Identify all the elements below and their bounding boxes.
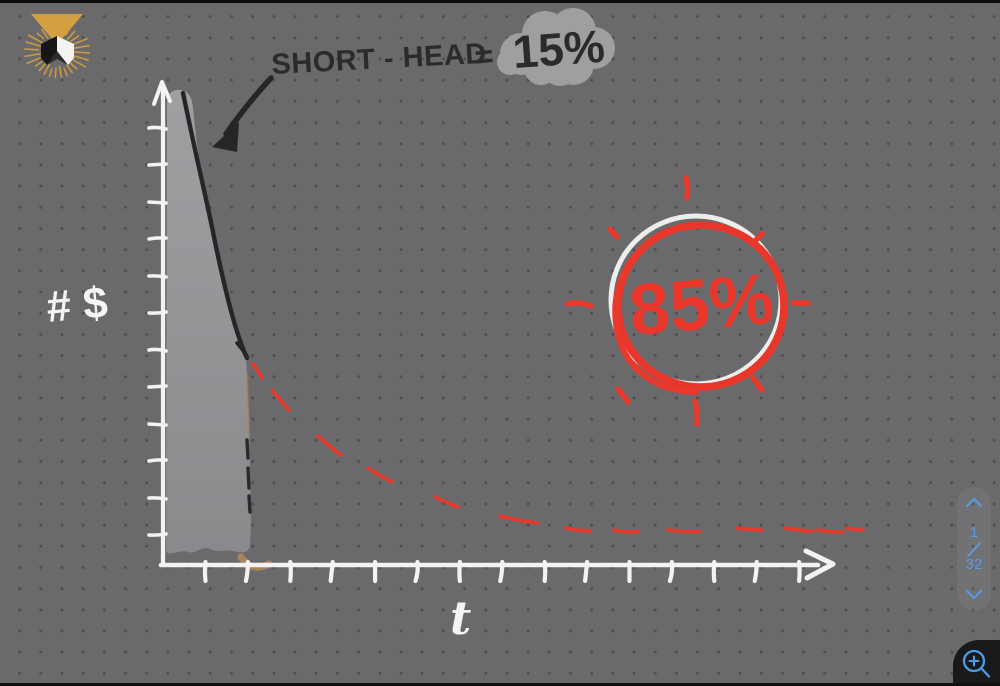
sun-rays: [565, 175, 811, 427]
logo-ray: [40, 28, 49, 40]
logo-ray: [73, 37, 88, 45]
y-axis-tick: [147, 274, 168, 279]
x-axis-tick: [328, 559, 335, 584]
y-axis-tick: [147, 125, 168, 131]
logo-ray: [26, 55, 44, 65]
logo-ray: [38, 62, 47, 72]
y-axis-tick: [147, 458, 168, 463]
logo-gem-dark-face: [41, 36, 57, 65]
x-axis-label: t: [450, 591, 471, 645]
cloud-highlight: [497, 8, 615, 86]
x-axis: [158, 548, 836, 584]
logo-ray: [27, 34, 43, 44]
logo-ray: [48, 68, 53, 78]
logo-ray: [72, 54, 89, 61]
x-axis-tick: [797, 559, 802, 584]
annotation-label: SHORT - HEAD: [271, 38, 488, 81]
logo-gem-notch: [47, 51, 68, 65]
tail-dashes: [251, 362, 865, 535]
logo-ray: [25, 41, 43, 48]
x-axis-tick: [542, 559, 548, 584]
x-axis-tick: [752, 559, 759, 584]
annotation-arrow: [212, 75, 274, 152]
y-axis-label: # $: [44, 278, 109, 332]
shaded-head-area: [166, 89, 251, 554]
y-axis-tick: [147, 384, 168, 389]
y-axis-tick: [147, 236, 168, 241]
edge-dashes: [245, 438, 252, 514]
logo-ray: [70, 34, 80, 43]
page-up-icon[interactable]: [965, 497, 983, 508]
logo-ray: [66, 30, 76, 41]
x-axis-tick: [243, 559, 250, 584]
x-axis-tick: [667, 559, 675, 584]
logo-ray: [24, 52, 41, 58]
page-down-icon[interactable]: [965, 589, 983, 600]
y-axis-tick: [147, 496, 168, 501]
y-axis-tick: [147, 347, 168, 353]
logo-ray: [34, 60, 43, 68]
x-axis-tick: [457, 559, 462, 584]
logo-ray: [65, 64, 74, 74]
logo-ray: [54, 67, 57, 78]
bottom-edge-bar: [0, 683, 1000, 686]
y-axis: [147, 80, 172, 568]
logo-ray: [36, 32, 45, 40]
logo-ray: [58, 65, 63, 78]
logo-ray: [43, 63, 51, 75]
x-axis-tick: [288, 559, 293, 584]
zoom-button[interactable]: [953, 640, 1000, 686]
y-axis-tick: [147, 162, 168, 167]
head-curve: [180, 90, 250, 361]
x-axis-tick: [711, 559, 717, 584]
page-divider-slash: [967, 542, 981, 557]
y-axis-ticks: [147, 125, 168, 537]
logo-ray: [71, 51, 90, 54]
top-edge-bar: [0, 0, 1000, 3]
logo-gem-light-face: [57, 36, 74, 65]
annotation-equals: =: [473, 37, 495, 75]
y-axis-tick: [147, 532, 168, 537]
y-axis-tick: [147, 422, 168, 427]
page-navigator: 1 32: [957, 487, 991, 611]
logo-ray: [63, 67, 68, 77]
y-axis-tick: [147, 310, 168, 315]
logo-ray: [71, 44, 90, 50]
page-total: 32: [965, 556, 983, 573]
annotation-value: 15%: [511, 20, 606, 78]
x-axis-tick: [202, 559, 208, 584]
logo-ray: [72, 59, 87, 68]
x-axis-tick: [583, 559, 590, 584]
x-axis-tick: [413, 559, 420, 584]
magnifier-plus-icon: [962, 649, 991, 678]
tail-circle: [608, 213, 788, 395]
logo-ray: [24, 48, 40, 51]
x-axis-ticks: [202, 559, 802, 584]
logo-triangle: [31, 14, 83, 45]
y-axis-tick: [147, 200, 168, 205]
page-current[interactable]: 1: [969, 524, 979, 541]
tail-value: 85%: [626, 259, 777, 351]
app-logo-icon: [24, 14, 90, 78]
x-axis-tick: [498, 559, 505, 584]
